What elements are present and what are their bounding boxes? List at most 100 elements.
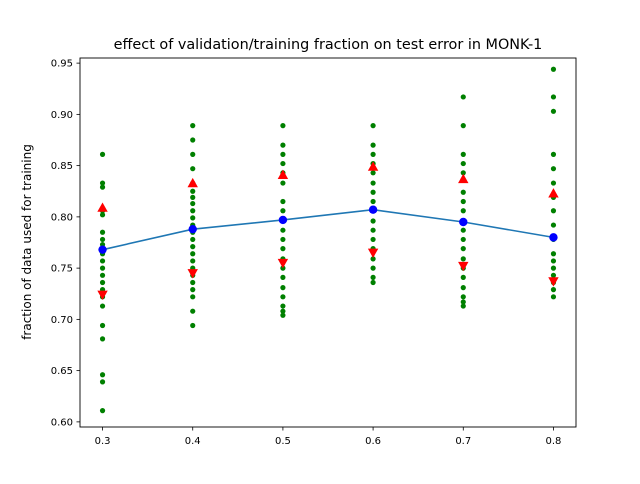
trial-point [280,274,286,280]
y-tick-label: 0.80 [51,212,73,223]
upper-marker [277,169,289,180]
mean-marker [459,217,468,227]
x-tick-label: 0.8 [546,436,562,447]
trial-point [460,236,466,243]
ticks-layer: 0.3 0.4 0.5 0.6 0.7 0.8 0.60 0.65 0.70 0.75 0.80 0.… [51,59,562,447]
lower-marker [187,269,198,279]
trial-point [460,303,466,309]
lower-marker [367,248,379,258]
trial-point [460,285,466,291]
x-tick-label: 0.7 [455,436,471,447]
y-axis-label: fraction of data used for training [20,144,34,340]
trial-point [99,303,106,309]
chart-title: effect of validation/training fraction o… [114,37,543,53]
trial-point [99,279,106,286]
trial-point [370,180,376,186]
trial-point [370,274,376,280]
trial-point [370,256,376,262]
trial-point [370,265,376,271]
trial-point [460,246,466,252]
trial-point [280,208,286,214]
trial-point [280,180,286,186]
x-tick-label: 0.3 [95,436,111,447]
upper-marker [367,161,379,171]
trial-point [190,308,196,314]
trial-point [190,208,196,214]
trial-point [550,287,557,293]
trial-point [99,236,106,243]
trial-point [280,303,286,309]
trial-point [370,151,376,157]
trial-point [370,189,376,195]
trial-point [99,372,106,378]
trial-point [190,251,196,257]
x-tick-label: 0.4 [185,436,201,447]
y-tick-label: 0.95 [51,59,73,70]
trial-point [550,265,557,271]
trial-point [190,188,196,194]
trial-point [99,258,106,264]
trial-point [460,299,466,305]
trial-point [370,279,376,286]
trial-point [460,123,466,129]
mean-marker [549,233,558,242]
trial-point [99,229,106,235]
trial-point [280,142,286,148]
trial-point [99,322,106,329]
trial-point [460,294,466,300]
trial-point [99,408,106,414]
trial-point [460,94,466,100]
mean-marker [278,215,288,225]
trial-point [280,246,286,252]
trial-point [99,212,106,218]
upper-marker [97,202,108,212]
trial-point [370,218,376,224]
mean-marker [368,205,378,214]
upper-marker [458,173,469,184]
y-tick-label: 0.85 [51,161,73,172]
trial-point [370,123,376,129]
trial-point [280,294,286,300]
trial-point [190,200,196,207]
trial-point [190,279,196,286]
trial-point [370,170,376,176]
trial-point [370,198,376,205]
trial-point [550,251,557,257]
y-tick-label: 0.60 [51,417,73,428]
trial-point [190,166,196,172]
trial-point [190,236,196,243]
y-tick-label: 0.90 [51,110,73,121]
axes-frame [79,57,577,428]
trial-point [99,379,106,385]
trial-point [190,244,196,250]
trial-point [550,258,557,264]
trial-point [99,184,106,190]
trial-point [280,151,286,157]
trial-point [460,198,466,205]
x-tick-label: 0.6 [365,436,381,447]
trial-point [460,208,466,214]
trial-point [460,227,466,233]
trial-point [190,215,196,221]
trial-point [280,123,286,129]
mean-line [102,208,554,251]
trial-point [99,265,106,271]
trial-point [550,180,557,186]
trial-point [190,258,196,264]
trial-point [280,236,286,243]
trial-point [280,198,286,205]
trial-point [550,151,557,157]
lower-marker [548,277,559,287]
trial-point [99,180,106,186]
trial-point [280,308,286,314]
y-tick-label: 0.65 [51,366,73,377]
trial-point [370,142,376,148]
trial-point [190,137,196,143]
trial-point [190,151,196,157]
plot-layer [97,66,559,414]
trial-point [460,151,466,157]
trial-point [190,123,196,129]
y-tick-label: 0.70 [51,315,73,326]
upper-marker [187,177,198,188]
